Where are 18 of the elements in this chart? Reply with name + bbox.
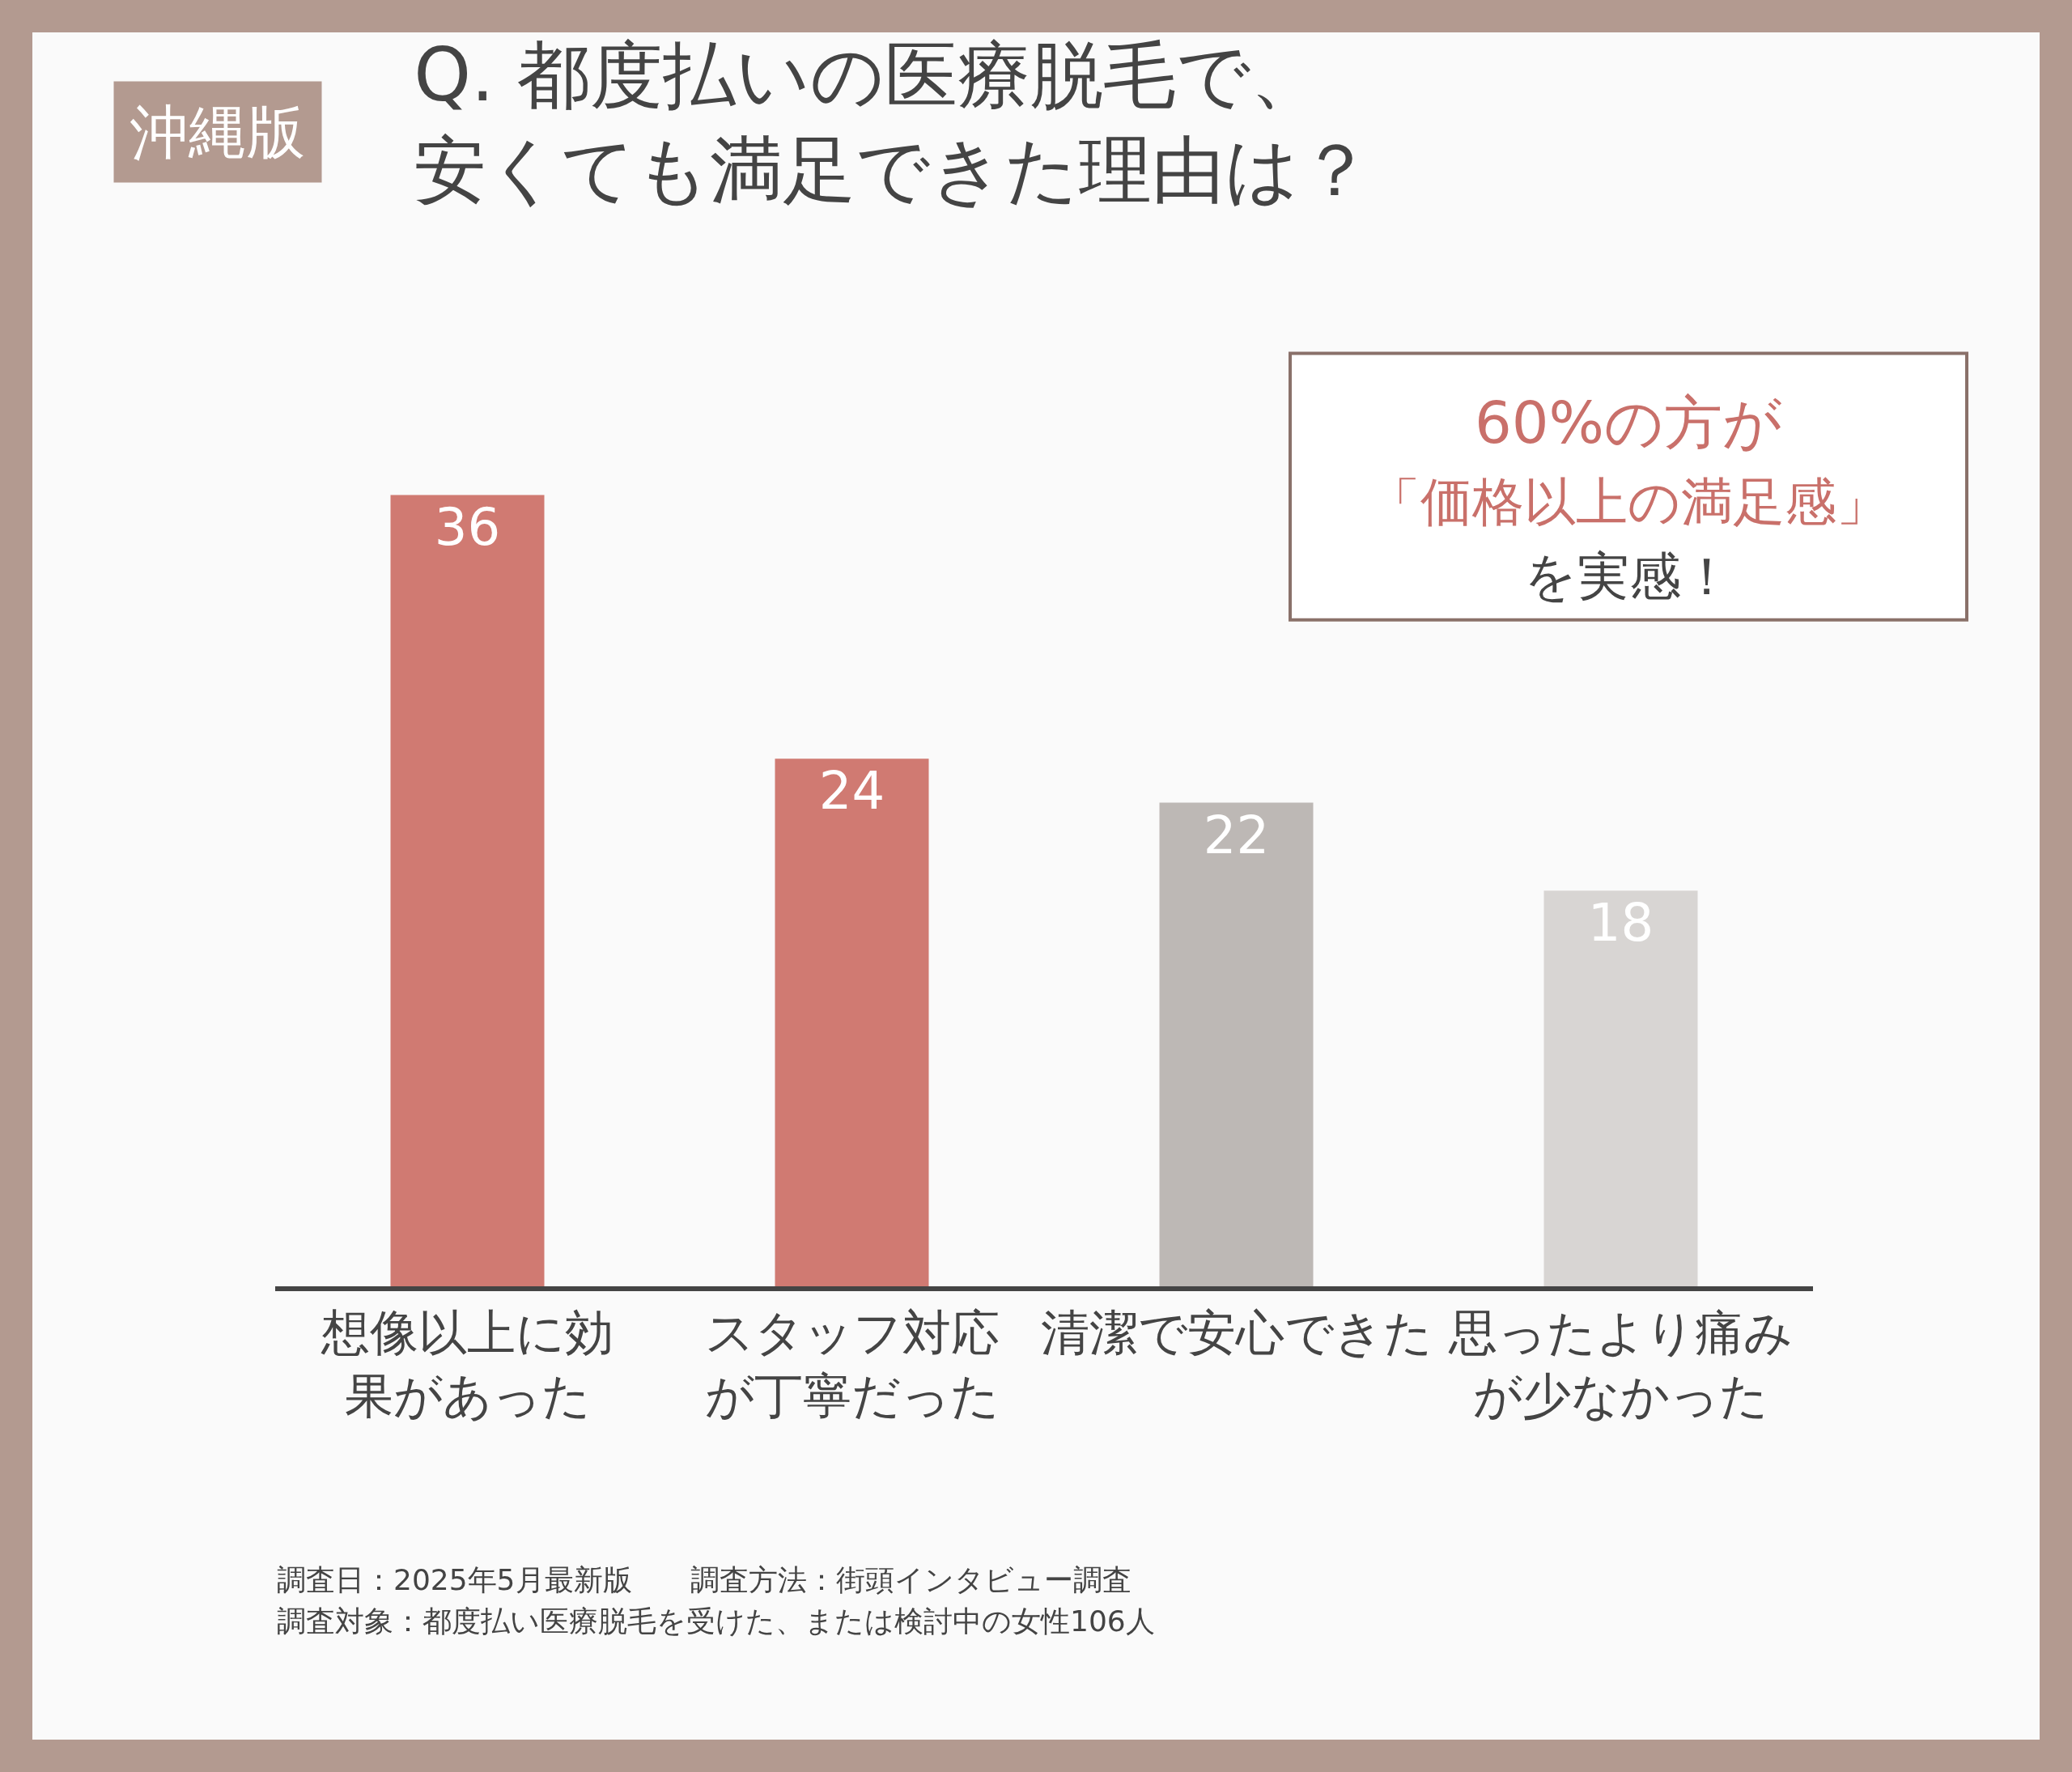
bar — [390, 495, 545, 1286]
text: 調査対象：都度払い医療脱毛を受けた、または検討中の女性106人 — [277, 1604, 1155, 1638]
annotation: 「価格以上の満足感」 — [1369, 472, 1888, 532]
x-tick-label: スタッフ対応が丁寧だった — [704, 1304, 1000, 1424]
chart-title: Q. 都度払いの医療脱毛で、安くても満足できた理由は？ — [414, 32, 1373, 213]
data-label: 22 — [1203, 805, 1270, 865]
text: 60%の方が — [1475, 389, 1783, 457]
x-tick-label: 思ったより痛みが少なかった — [1448, 1304, 1793, 1424]
bar — [1543, 890, 1698, 1286]
text: 調査日：2025年5月最新版 調査方法：街頭インタビュー調査 — [277, 1563, 1132, 1596]
data-label: 36 — [434, 497, 501, 558]
annotation: を実感！ — [1524, 546, 1733, 606]
x-tick-label: 想像以上に効果があった — [321, 1304, 614, 1424]
bar — [1159, 802, 1314, 1286]
bar — [775, 759, 929, 1286]
text: 沖縄版 — [130, 98, 305, 166]
data-label: 24 — [818, 761, 885, 822]
x-tick-label: 清潔で安心できた — [1040, 1304, 1433, 1361]
